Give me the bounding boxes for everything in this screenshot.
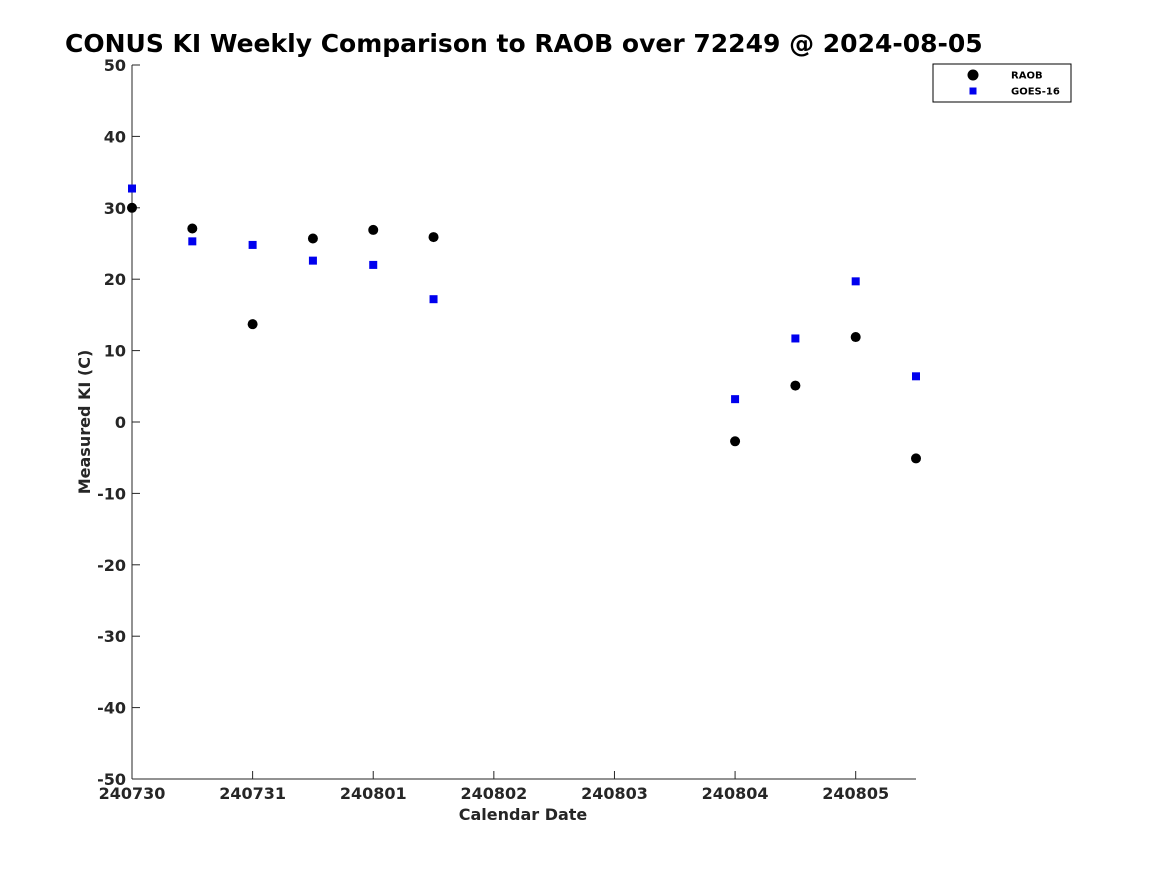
- data-marks: [127, 184, 921, 464]
- x-tick-label: 240802: [460, 784, 527, 803]
- y-tick-label: 30: [104, 199, 126, 218]
- raob-point: [247, 319, 258, 330]
- goes-16-point: [851, 277, 860, 286]
- legend-marker-goes-16: [969, 87, 977, 95]
- y-axis-label: Measured KI (C): [75, 350, 94, 495]
- x-tick-label: 240801: [340, 784, 407, 803]
- legend-label-raob: RAOB: [1011, 71, 1043, 82]
- raob-point: [187, 223, 198, 234]
- goes-16-point: [128, 184, 136, 193]
- y-tick-label: -10: [97, 484, 126, 503]
- raob-point: [790, 380, 801, 391]
- goes-16-point: [429, 295, 438, 304]
- y-tick-label: -50: [97, 770, 126, 789]
- goes-16-point: [791, 334, 800, 343]
- x-tick-label: 240730: [99, 784, 166, 803]
- y-tick-label: 20: [104, 270, 126, 289]
- y-tick-label: -20: [97, 556, 126, 575]
- goes-16-point: [912, 372, 920, 381]
- x-tick-label: 240805: [822, 784, 889, 803]
- x-tick-label: 240731: [219, 784, 286, 803]
- raob-point: [911, 453, 921, 464]
- y-tick-label: 50: [104, 56, 126, 75]
- raob-point: [730, 436, 741, 447]
- goes-16-point: [188, 237, 197, 246]
- x-axis-label: Calendar Date: [459, 805, 588, 824]
- goes-16-point: [369, 260, 378, 269]
- y-tick-label: 0: [115, 413, 126, 432]
- raob-point: [368, 224, 379, 235]
- legend-box: [932, 63, 1072, 103]
- x-tick-label: 240804: [702, 784, 769, 803]
- legend: RAOB GOES-16: [932, 63, 1072, 103]
- legend-marker-raob: [967, 69, 979, 81]
- raob-point: [307, 233, 318, 244]
- raob-point: [850, 332, 861, 343]
- chart-title: CONUS KI Weekly Comparison to RAOB over …: [65, 29, 983, 58]
- legend-label-goes-16: GOES-16: [1011, 87, 1060, 98]
- y-tick-label: 40: [104, 127, 126, 146]
- y-tick-label: 10: [104, 342, 126, 361]
- x-tick-label: 240803: [581, 784, 648, 803]
- goes-16-point: [731, 395, 740, 404]
- raob-point: [127, 202, 137, 213]
- goes-16-point: [308, 256, 317, 265]
- y-tick-label: -30: [97, 627, 126, 646]
- raob-point: [428, 232, 439, 243]
- y-tick-label: -40: [97, 699, 126, 718]
- goes-16-point: [248, 240, 257, 249]
